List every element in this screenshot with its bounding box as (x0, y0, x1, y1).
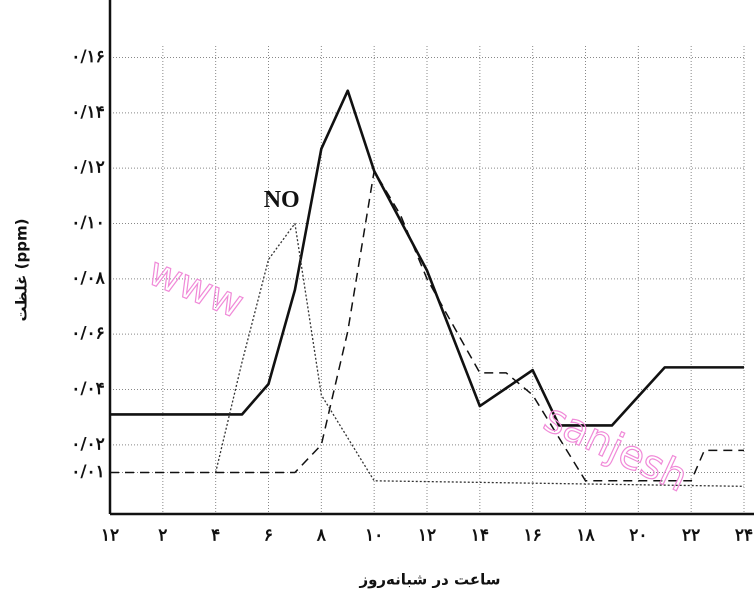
x-tick-label: ۲ (158, 526, 167, 546)
y-tick-label: ۰/۰۴ (71, 379, 105, 399)
x-tick-label: ۱۴ (471, 526, 489, 546)
watermark: www (142, 248, 250, 327)
line-series (110, 89, 744, 427)
y-tick-label: ۰/۰۸ (71, 268, 105, 288)
y-tick-label: ۰/۰۲ (71, 434, 105, 454)
x-tick-label: ۲۲ (682, 526, 700, 546)
y-tick-label: ۰/۱۲ (71, 158, 105, 178)
x-tick-label: ۱۸ (576, 526, 595, 546)
x-tick-label: ۱۲ (418, 526, 436, 546)
y-tick-label: ۰/۱۶ (71, 47, 105, 67)
y-tick-label: ۰/۱۴ (71, 102, 105, 122)
annotation: NO (264, 187, 300, 213)
watermark: sanjesh (537, 395, 695, 501)
x-tick-label: ۸ (316, 526, 327, 546)
line-series (110, 170, 744, 482)
y-tick-label: ۰/۰۱ (71, 462, 105, 482)
y-tick-label: ۰/۰۶ (71, 324, 105, 344)
x-tick-label: ۲۴ (735, 526, 753, 546)
x-axis-label: ساعت در شبانه‌روز (358, 571, 500, 589)
x-tick-label: ۶ (264, 526, 273, 546)
x-tick-label: ۱۶ (524, 526, 542, 546)
x-tick-label: ۱۲ (101, 526, 119, 546)
x-tick-label: ۴ (211, 526, 220, 546)
y-axis-label: غلظت (ppm) (13, 219, 31, 322)
x-tick-label: ۲۰ (629, 526, 647, 546)
x-tick-label: ۱۰ (365, 526, 383, 546)
line-series (215, 222, 745, 487)
y-tick-label: ۰/۱۰ (71, 213, 105, 233)
